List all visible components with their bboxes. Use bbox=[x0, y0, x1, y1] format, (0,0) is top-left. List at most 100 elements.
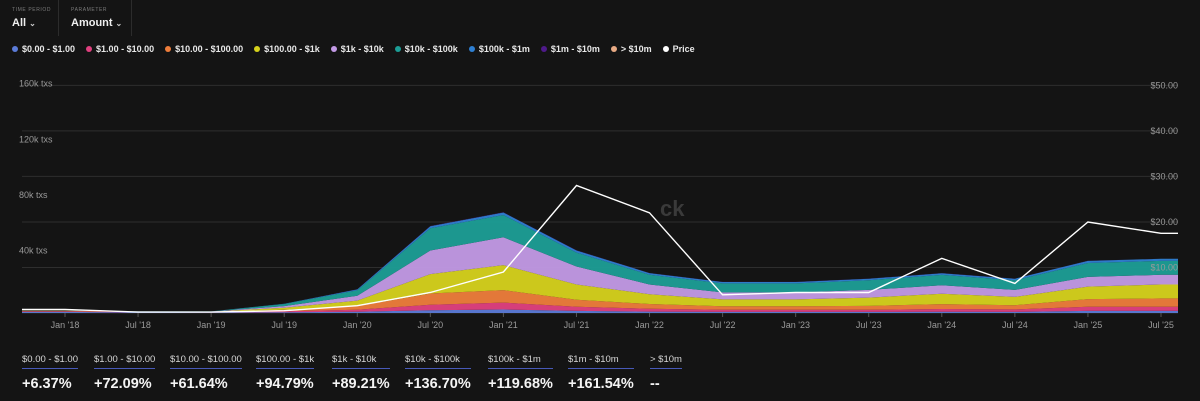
time-period-value-wrap[interactable]: All ⌄ bbox=[12, 17, 36, 29]
y-axis-left-label: 120k txs bbox=[19, 134, 53, 144]
parameter-value-wrap[interactable]: Amount ⌄ bbox=[71, 17, 122, 29]
y-axis-right-label: $30.00 bbox=[1150, 171, 1178, 181]
legend-dot-icon bbox=[540, 46, 547, 52]
x-axis-label: Jan '23 bbox=[781, 320, 810, 330]
legend-item[interactable]: $0.00 - $1.00 bbox=[12, 44, 75, 54]
stat-value: +72.09% bbox=[94, 376, 152, 392]
stat-item: $1m - $10m +161.54% bbox=[568, 354, 634, 392]
legend-label: $1k - $10k bbox=[340, 44, 384, 54]
area-series bbox=[22, 309, 1178, 313]
legend-item[interactable]: Price bbox=[662, 44, 695, 54]
legend-dot-icon bbox=[468, 46, 475, 52]
x-axis-label: Jan '22 bbox=[635, 320, 664, 330]
transactions-by-amount-chart: ck 40k txs 80k txs 120k txs 160k txs $10.00 $2… bbox=[19, 79, 1178, 330]
parameter-dropdown[interactable]: PARAMETER Amount ⌄ bbox=[59, 0, 132, 36]
legend-dot-icon bbox=[165, 46, 172, 52]
legend-label: Price bbox=[672, 44, 695, 54]
stat-label: > $10m bbox=[650, 354, 682, 369]
area-series bbox=[22, 237, 1178, 312]
stat-item: $10k - $100k +136.70% bbox=[405, 354, 471, 392]
legend-label: $10k - $100k bbox=[404, 44, 458, 54]
legend-item[interactable]: > $10m bbox=[610, 44, 652, 54]
legend-item[interactable]: $10k - $100k bbox=[394, 44, 458, 54]
x-axis-label: Jul '22 bbox=[710, 320, 736, 330]
y-axis-right-label: $40.00 bbox=[1150, 126, 1178, 136]
area-series bbox=[22, 290, 1178, 313]
stat-value: +6.37% bbox=[22, 376, 72, 392]
stat-value: +89.21% bbox=[332, 376, 390, 392]
x-axis-label: Jan '18 bbox=[51, 320, 80, 330]
stat-label: $10.00 - $100.00 bbox=[170, 354, 242, 369]
y-axis-right-label: $10.00 bbox=[1150, 262, 1178, 272]
y-axis-right-label: $20.00 bbox=[1150, 217, 1178, 227]
x-axis-label: Jul '18 bbox=[125, 320, 151, 330]
stat-value: -- bbox=[650, 376, 660, 392]
time-period-label: TIME PERIOD bbox=[12, 7, 52, 13]
legend-label: $1.00 - $10.00 bbox=[96, 44, 155, 54]
x-axis-label: Jul '23 bbox=[856, 320, 882, 330]
stat-item: $10.00 - $100.00 +61.64% bbox=[170, 354, 242, 392]
x-axis-label: Jul '21 bbox=[564, 320, 590, 330]
legend-label: > $10m bbox=[620, 44, 652, 54]
x-axis-label: Jan '25 bbox=[1074, 320, 1103, 330]
stat-label: $1k - $10k bbox=[332, 354, 390, 369]
legend-label: $100.00 - $1k bbox=[264, 44, 320, 54]
time-period-dropdown[interactable]: TIME PERIOD All ⌄ bbox=[0, 0, 59, 36]
stat-value: +94.79% bbox=[256, 376, 314, 392]
legend-item[interactable]: $1.00 - $10.00 bbox=[86, 44, 154, 54]
top-controls: TIME PERIOD All ⌄ PARAMETER Amount ⌄ bbox=[0, 0, 1200, 36]
chevron-down-icon: ⌄ bbox=[115, 19, 123, 28]
y-axis-left-label: 40k txs bbox=[19, 245, 48, 255]
legend-label: $1m - $10m bbox=[550, 44, 600, 54]
y-axis-right-label: $50.00 bbox=[1150, 80, 1178, 90]
stat-item: $1k - $10k +89.21% bbox=[332, 354, 390, 392]
x-axis-label: Jan '19 bbox=[197, 320, 226, 330]
x-axis-label: Jan '21 bbox=[489, 320, 518, 330]
legend-label: $0.00 - $1.00 bbox=[22, 44, 76, 54]
stat-label: $1.00 - $10.00 bbox=[94, 354, 156, 369]
x-axis-label: Jul '24 bbox=[1002, 320, 1028, 330]
price-line bbox=[22, 184, 1178, 313]
stat-value: +161.54% bbox=[568, 376, 634, 392]
stat-label: $100.00 - $1k bbox=[256, 354, 315, 369]
stat-label: $0.00 - $1.00 bbox=[22, 354, 78, 369]
legend-dot-icon bbox=[254, 46, 261, 52]
legend-item[interactable]: $100k - $1m bbox=[468, 44, 530, 54]
x-axis-label: Jul '19 bbox=[271, 320, 297, 330]
legend-item[interactable]: $100.00 - $1k bbox=[254, 44, 320, 54]
legend-label: $10.00 - $100.00 bbox=[175, 44, 244, 54]
legend-item[interactable]: $1k - $10k bbox=[330, 44, 384, 54]
stat-label: $10k - $100k bbox=[405, 354, 471, 369]
area-series bbox=[22, 302, 1178, 313]
legend-item[interactable]: $1m - $10m bbox=[540, 44, 600, 54]
stat-item: $100.00 - $1k +94.79% bbox=[256, 354, 315, 392]
stat-label: $1m - $10m bbox=[568, 354, 634, 369]
chevron-down-icon: ⌄ bbox=[29, 19, 36, 28]
legend-dot-icon bbox=[610, 46, 617, 52]
parameter-label: PARAMETER bbox=[71, 7, 108, 13]
stat-label: $100k - $1m bbox=[488, 354, 553, 369]
stat-value: +136.70% bbox=[405, 376, 471, 392]
area-series bbox=[22, 265, 1178, 312]
watermark: ck bbox=[660, 196, 685, 221]
chart-legend: $0.00 - $1.00 $1.00 - $10.00 $10.00 - $100… bbox=[12, 41, 706, 57]
x-axis-label: Jan '20 bbox=[343, 320, 372, 330]
parameter-value: Amount bbox=[71, 17, 113, 29]
legend-dot-icon bbox=[662, 46, 669, 52]
stat-value: +119.68% bbox=[488, 376, 553, 392]
y-axis-left-label: 160k txs bbox=[19, 79, 53, 89]
stat-value: +61.64% bbox=[170, 376, 228, 392]
x-axis-label: Jul '25 bbox=[1148, 320, 1174, 330]
legend-dot-icon bbox=[12, 46, 18, 52]
y-axis-left-label: 80k txs bbox=[19, 190, 48, 200]
legend-label: $100k - $1m bbox=[478, 44, 530, 54]
stat-item: > $10m -- bbox=[650, 354, 682, 392]
x-axis-label: Jan '24 bbox=[927, 320, 956, 330]
stat-item: $0.00 - $1.00 +6.37% bbox=[22, 354, 78, 392]
legend-item[interactable]: $10.00 - $100.00 bbox=[165, 44, 243, 54]
legend-dot-icon bbox=[330, 46, 337, 52]
legend-dot-icon bbox=[86, 46, 93, 52]
time-period-value: All bbox=[12, 17, 27, 29]
x-axis-label: Jul '20 bbox=[417, 320, 443, 330]
area-series bbox=[22, 215, 1178, 312]
